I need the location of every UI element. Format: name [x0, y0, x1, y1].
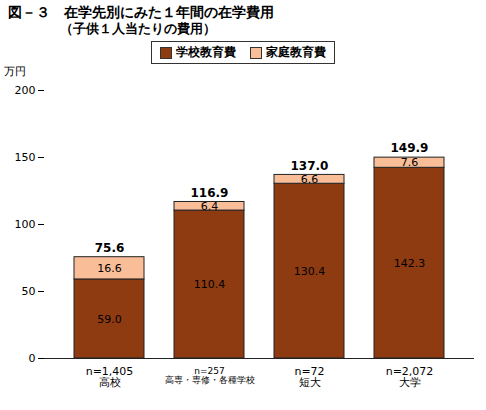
html-text:学校教育費: 学校教育費 — [176, 45, 236, 59]
html-text:（子供１人当たりの費用）: （子供１人当たりの費用） — [60, 21, 216, 36]
svg-text:7.6: 7.6 — [401, 156, 419, 169]
svg-text:137.0: 137.0 — [291, 159, 329, 173]
svg-text:6.6: 6.6 — [301, 173, 319, 186]
svg-text:n=257高専・専修・各種学校: n=257高専・専修・各種学校 — [165, 366, 255, 385]
svg-text:116.9: 116.9 — [191, 186, 229, 200]
svg-text:75.6: 75.6 — [95, 241, 125, 255]
svg-text:6.4: 6.4 — [201, 200, 219, 213]
html-text:家庭教育費: 家庭教育費 — [266, 45, 326, 59]
svg-text:万円: 万円 — [4, 65, 26, 78]
svg-text:149.9: 149.9 — [391, 141, 429, 155]
svg-text:130.4: 130.4 — [294, 265, 326, 278]
svg-text:100: 100 — [15, 218, 36, 231]
svg-text:n=72短大: n=72短大 — [294, 365, 324, 389]
svg-text:200: 200 — [15, 84, 36, 97]
html-text:図－３ 在学先別にみた１年間の在学費用: 図－３ 在学先別にみた１年間の在学費用 — [8, 4, 274, 20]
svg-text:16.6: 16.6 — [97, 262, 122, 275]
svg-text:0: 0 — [29, 352, 36, 365]
svg-text:n=2,072大学: n=2,072大学 — [386, 365, 434, 389]
svg-text:150: 150 — [15, 151, 36, 164]
svg-text:142.3: 142.3 — [394, 257, 426, 270]
svg-text:50: 50 — [22, 285, 36, 298]
svg-text:n=1,405高校: n=1,405高校 — [86, 365, 134, 389]
svg-text:59.0: 59.0 — [97, 312, 122, 325]
svg-text:110.4: 110.4 — [194, 278, 226, 291]
